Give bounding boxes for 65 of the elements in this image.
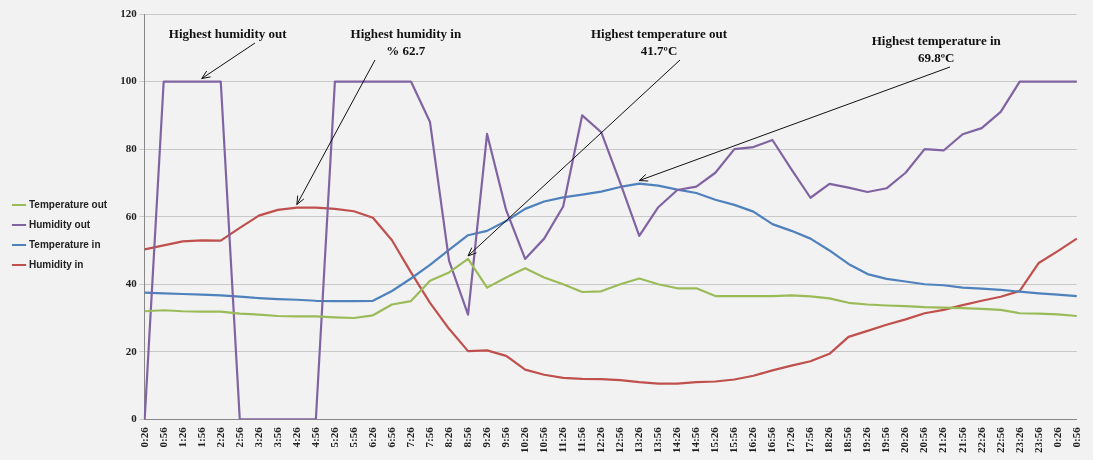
x-tick-label: 4:26 <box>289 426 302 448</box>
x-tick-label: 19:56 <box>879 426 892 454</box>
legend-label: Temperature in <box>29 238 101 250</box>
x-tick-label: 21:56 <box>955 426 968 454</box>
y-tick-label: 100 <box>120 74 138 87</box>
x-tick-label: 20:56 <box>917 426 930 454</box>
x-tick-label: 0:26 <box>1050 426 1063 448</box>
x-tick-label: 14:26 <box>670 426 683 454</box>
y-tick-label: 0 <box>131 412 138 425</box>
x-tick-label: 11:56 <box>575 426 588 453</box>
x-tick-label: 11:26 <box>556 426 569 453</box>
x-tick-label: 9:56 <box>498 426 511 448</box>
annotation: Highest temperature out 41.7ºC <box>590 26 728 58</box>
x-tick-label: 10:56 <box>536 426 549 454</box>
x-tick-label: 15:56 <box>727 426 740 454</box>
x-tick-label: 4:56 <box>308 426 321 448</box>
annotation: Highest temperature in 69.8ºC <box>871 33 1002 65</box>
x-tick-label: 6:26 <box>365 426 378 448</box>
x-tick-label: 18:56 <box>841 426 854 454</box>
x-tick-label: 10:26 <box>517 426 530 454</box>
x-tick-label: 3:56 <box>270 426 283 448</box>
x-tick-label: 17:26 <box>784 426 797 454</box>
x-tick-label: 18:26 <box>822 426 835 454</box>
x-tick-label: 19:26 <box>860 426 873 454</box>
y-tick-label: 20 <box>125 344 138 357</box>
x-tick-label: 0:56 <box>1069 426 1082 448</box>
legend-label: Humidity out <box>29 218 91 230</box>
x-tick-label: 20:26 <box>898 426 911 454</box>
x-tick-label: 16:56 <box>765 426 778 454</box>
x-tick-label: 0:26 <box>137 426 150 448</box>
x-tick-label: 1:56 <box>194 426 207 448</box>
x-tick-label: 22:26 <box>974 426 987 454</box>
y-tick-label: 40 <box>125 277 138 290</box>
x-tick-label: 12:26 <box>594 426 607 454</box>
x-tick-label: 7:26 <box>403 426 416 448</box>
x-tick-label: 21:26 <box>936 426 949 454</box>
x-tick-label: 14:56 <box>689 426 702 454</box>
x-tick-label: 2:26 <box>213 426 226 448</box>
legend-label: Humidity in <box>29 258 84 270</box>
annotation: Highest humidity in % 62.7 <box>350 26 462 58</box>
x-tick-label: 13:56 <box>651 426 664 454</box>
y-tick-label: 60 <box>125 209 138 222</box>
x-tick-label: 17:56 <box>803 426 816 454</box>
x-tick-label: 5:56 <box>346 426 359 448</box>
legend-label: Temperature out <box>29 198 108 210</box>
x-tick-label: 6:56 <box>384 426 397 448</box>
annotation: Highest humidity out <box>168 26 288 41</box>
x-tick-label: 1:26 <box>175 426 188 448</box>
x-tick-label: 13:26 <box>632 426 645 454</box>
x-tick-label: 5:26 <box>327 426 340 448</box>
x-tick-label: 23:26 <box>1012 426 1025 454</box>
x-tick-label: 3:26 <box>251 426 264 448</box>
x-tick-label: 8:26 <box>441 426 454 448</box>
x-tick-label: 15:26 <box>708 426 721 454</box>
x-tick-label: 7:56 <box>422 426 435 448</box>
y-tick-label: 80 <box>125 141 138 154</box>
x-tick-label: 9:26 <box>479 426 492 448</box>
x-tick-label: 8:56 <box>460 426 473 448</box>
x-tick-label: 16:26 <box>746 426 759 454</box>
x-tick-label: 22:56 <box>993 426 1006 454</box>
x-tick-label: 2:56 <box>232 426 245 448</box>
x-tick-label: 0:56 <box>156 426 169 448</box>
x-tick-label: 23:56 <box>1031 426 1044 454</box>
y-tick-label: 120 <box>120 6 138 19</box>
x-tick-label: 12:56 <box>613 426 626 454</box>
